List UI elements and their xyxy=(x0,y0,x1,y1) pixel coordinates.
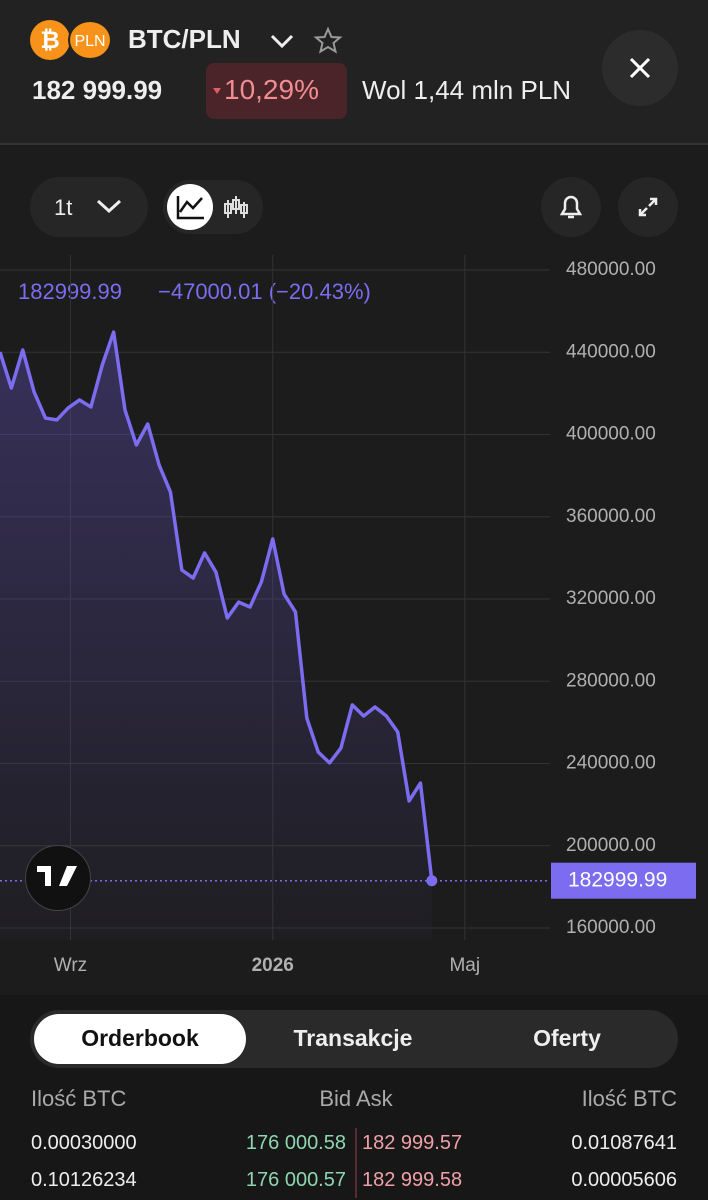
orderbook-cell: 0.00005606 xyxy=(571,1169,677,1191)
price-line xyxy=(0,330,434,881)
y-tick-label: 240000.00 xyxy=(566,753,656,774)
chart-type-icons xyxy=(176,196,248,220)
tab-active[interactable] xyxy=(34,1014,246,1064)
pair-icons xyxy=(270,26,343,54)
line-chart-button[interactable] xyxy=(167,184,213,230)
orderbook-cell: 182 999.57 xyxy=(362,1132,463,1154)
column-header: Ilość BTC xyxy=(581,1086,677,1111)
y-tick-label: 360000.00 xyxy=(566,506,656,527)
x-tick-label: 2026 xyxy=(252,955,294,976)
tradingview-mark xyxy=(37,866,77,886)
tab[interactable]: Transakcje xyxy=(293,1025,413,1051)
favorite-star[interactable] xyxy=(313,26,343,54)
y-tick-label: 200000.00 xyxy=(566,835,656,856)
pair[interactable]: BTC/PLN xyxy=(128,24,241,54)
orderbook-cell: 182 999.58 xyxy=(362,1169,463,1191)
orderbook-cell: 0.10126234 xyxy=(31,1169,137,1191)
column-header: Bid Ask xyxy=(319,1086,393,1111)
price: 182 999.99 xyxy=(32,75,163,105)
tab[interactable]: Orderbook xyxy=(81,1025,199,1051)
down-arrow xyxy=(213,88,221,94)
area-fill xyxy=(0,332,432,940)
x-tick-label: Maj xyxy=(449,955,480,976)
volume: Wol 1,44 mln PLN xyxy=(362,75,572,105)
interval: 1t xyxy=(54,195,73,220)
header xyxy=(0,0,708,145)
fullscreen-button[interactable] xyxy=(618,177,678,237)
change: 10,29% xyxy=(224,74,319,105)
y-tick-label: 280000.00 xyxy=(566,670,656,691)
y-tick-label: 440000.00 xyxy=(566,341,656,362)
price-marker: 182999.99 xyxy=(568,868,667,891)
orderbook-cell: 0.01087641 xyxy=(571,1132,677,1154)
expand-icon xyxy=(638,197,658,217)
base-icon: ₿ xyxy=(30,20,70,60)
bid-ask-separator xyxy=(355,1128,357,1198)
orderbook-cell: 176 000.58 xyxy=(245,1132,346,1154)
change-badge xyxy=(206,63,347,119)
interval-chevron xyxy=(96,199,122,214)
last-point xyxy=(426,875,438,887)
legend-change: −47000.01 (−20.43%) xyxy=(158,279,371,304)
y-tick-label: 480000.00 xyxy=(566,259,656,280)
dropdown-chevron[interactable] xyxy=(270,34,294,49)
y-tick-label: 160000.00 xyxy=(566,917,656,938)
x-tick-label: Wrz xyxy=(54,955,87,976)
y-tick-label: 320000.00 xyxy=(566,588,656,609)
y-tick-label: 400000.00 xyxy=(566,424,656,445)
interval-select[interactable] xyxy=(30,177,148,237)
price-marker-box xyxy=(551,862,696,899)
tradingview-logo xyxy=(25,845,91,911)
tab[interactable]: Oferty xyxy=(533,1025,601,1051)
chart: 182999.99 −47000.01 (−20.43%) 160000.00 2… xyxy=(0,255,696,976)
bell-icon xyxy=(559,195,583,219)
alert-button[interactable] xyxy=(541,177,601,237)
orderbook-cell: 0.00030000 xyxy=(31,1132,137,1154)
orderbook-cell: 176 000.57 xyxy=(245,1169,346,1191)
column-header: Ilość BTC xyxy=(31,1086,127,1111)
close-icon xyxy=(629,57,651,79)
quote-icon: PLN xyxy=(68,20,112,60)
